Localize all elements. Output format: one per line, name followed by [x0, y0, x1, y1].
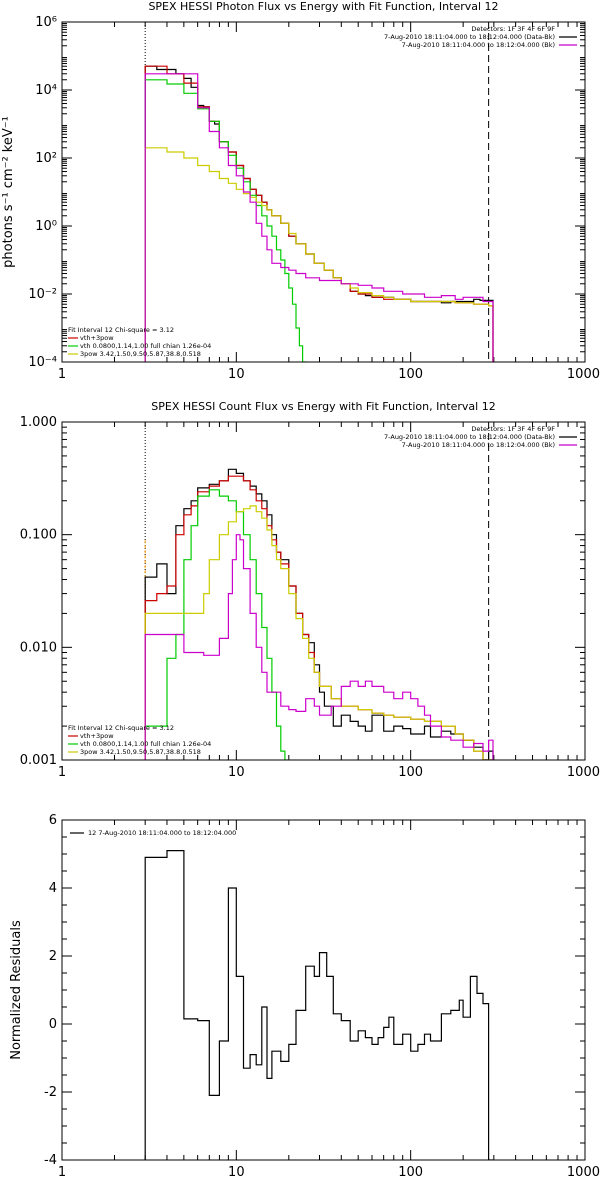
legend-top-entry: Detectors: 1F 3F 4F 6F 9F [471, 425, 555, 433]
y-tick-label: 10⁻⁴ [28, 355, 57, 370]
chart-residuals: 1 10 100 1000 -4 -2 0 2 4 6 Normalized Residuals 12… [9, 813, 600, 1180]
y-tick-label: 0.001 [20, 753, 57, 768]
legend-bottom-entry: 3pow 3.42,1.50,9.50,5.87,38.8,0.518 [80, 748, 201, 756]
x-tick-label: 100 [398, 367, 423, 382]
series-total [144, 850, 493, 1160]
legend-bottom-entry: 3pow 3.42,1.50,9.50,5.87,38.8,0.518 [80, 350, 201, 358]
series-background [144, 73, 494, 362]
x-tick-label: 1 [58, 1165, 66, 1180]
series-3pow [144, 147, 494, 362]
legend-top-entry: 12 7-Aug-2010 18:11:04.000 to 18:12:04.0… [88, 829, 236, 837]
y-tick-label: 10⁻² [28, 287, 57, 302]
y-tick-label: 4 [49, 881, 57, 896]
x-tick-label: 1 [58, 765, 66, 780]
series-background [144, 534, 494, 760]
x-tick-label: 10 [228, 1165, 245, 1180]
y-tick-label: 10⁶ [35, 15, 57, 30]
y-tick-label: 0.010 [20, 640, 57, 655]
legend-bottom-entry: vth+3pow [80, 334, 114, 342]
y-tick-label: 2 [49, 949, 57, 964]
plot-frame [61, 21, 586, 363]
x-tick-label: 1000 [567, 367, 600, 382]
legend-top-entry: 7-Aug-2010 18:11:04.000 to 18:12:04.000 … [384, 433, 555, 441]
legend-bottom-entry: vth 0.0800,1.14,1.00 full chian 1.26e-04 [80, 740, 211, 748]
legend-bottom-entry: vth+3pow [80, 732, 114, 740]
y-axis-label: Normalized Residuals [9, 920, 24, 1060]
x-tick-label: 1000 [567, 765, 600, 780]
chart-title: SPEX HESSI Count Flux vs Energy with Fit… [151, 400, 495, 413]
legend-top-entry: Detectors: 1F 3F 4F 6F 9F [471, 25, 555, 33]
y-axis-label: photons s⁻¹ cm⁻² keV⁻¹ [1, 116, 16, 268]
legend-bottom-entry: Fit Interval 12 Chi-square = 3.12 [68, 326, 174, 334]
legend-bottom-entry: vth 0.0800,1.14,1.00 full chian 1.26e-04 [80, 342, 211, 350]
y-tick-label: -2 [44, 1085, 57, 1100]
legend-top-entry: 7-Aug-2010 18:11:04.000 to 18:12:04.000 … [402, 41, 555, 49]
x-tick-label: 10 [228, 367, 245, 382]
y-tick-label: -4 [44, 1153, 57, 1168]
y-tick-label: 10⁴ [35, 83, 57, 98]
x-tick-label: 100 [398, 1165, 423, 1180]
y-tick-label: 10² [35, 151, 57, 166]
x-tick-label: 100 [398, 765, 423, 780]
chart-photon: SPEX HESSI Photon Flux vs Energy with Fi… [1, 0, 600, 382]
legend-top-entry: 7-Aug-2010 18:11:04.000 to 18:12:04.000 … [402, 441, 555, 449]
y-tick-label: 10⁰ [35, 219, 57, 234]
y-tick-label: 0.100 [20, 528, 57, 543]
chart-count: SPEX HESSI Count Flux vs Energy with Fit… [20, 400, 600, 780]
legend-top-entry: 7-Aug-2010 18:11:04.000 to 18:12:04.000 … [384, 33, 555, 41]
legend-bottom-entry: Fit Interval 12 Chi-square = 3.12 [68, 724, 174, 732]
y-tick-label: 6 [49, 813, 57, 828]
chart-title: SPEX HESSI Photon Flux vs Energy with Fi… [148, 0, 498, 13]
x-tick-label: 10 [228, 765, 245, 780]
x-tick-label: 1000 [567, 1165, 600, 1180]
y-tick-label: 0 [49, 1017, 57, 1032]
plot-frame [61, 421, 586, 761]
x-tick-label: 1 [58, 367, 66, 382]
plot-frame [61, 819, 586, 1161]
y-tick-label: 1.000 [20, 415, 57, 430]
